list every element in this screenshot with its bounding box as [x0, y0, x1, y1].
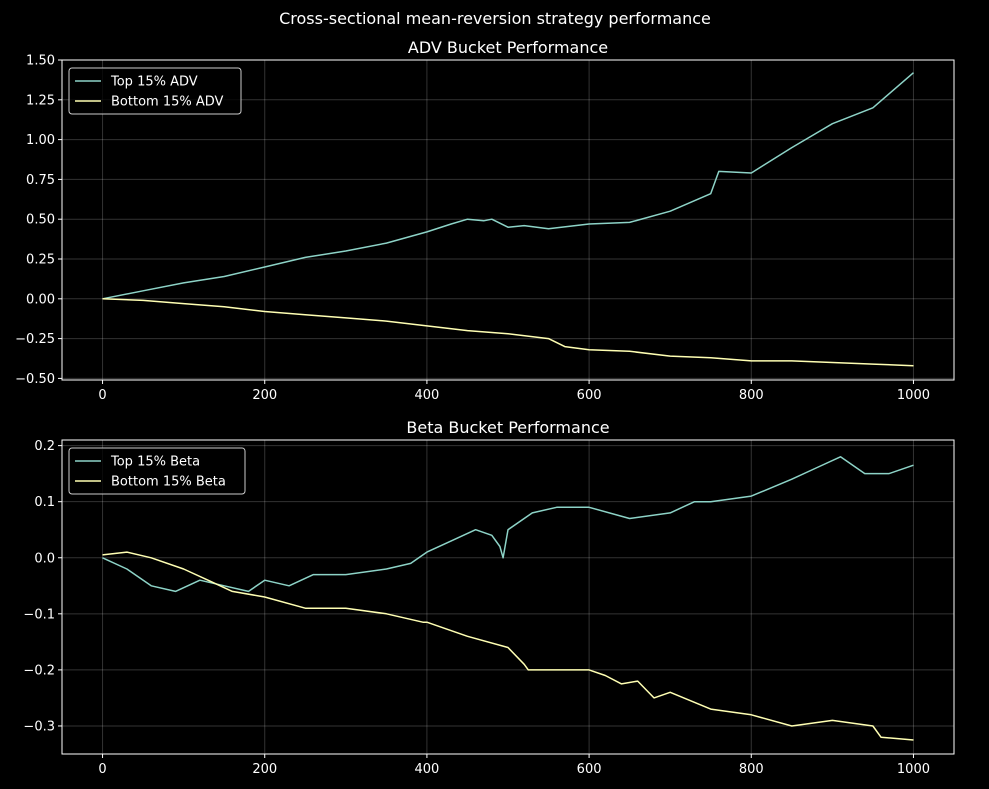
beta-series-line-bottom — [102, 551, 914, 741]
beta-legend: Top 15% Beta Bottom 15% Beta — [68, 447, 246, 495]
adv-legend-label: Bottom 15% ADV — [111, 95, 224, 110]
adv-y-tick-label: 1.00 — [26, 133, 55, 148]
adv-y-tick-label: 0.75 — [26, 173, 55, 188]
beta-x-tick-label: 400 — [414, 762, 439, 777]
adv-y-tick-label: 1.25 — [26, 93, 55, 108]
beta-series-line-top — [102, 456, 914, 593]
adv-x-tick-label: 0 — [98, 388, 106, 403]
adv-legend: Top 15% ADV Bottom 15% ADV — [68, 67, 242, 115]
adv-x-tick-label: 1000 — [897, 388, 930, 403]
beta-bucket-chart: Beta Bucket Performance 0 200 400 600 800 1000… — [23, 418, 955, 777]
beta-y-tick-label: −0.2 — [23, 663, 55, 678]
adv-axes-frame — [61, 59, 955, 381]
beta-x-tick-label: 200 — [252, 762, 277, 777]
adv-x-tick-label: 200 — [252, 388, 277, 403]
figure-suptitle: Cross-sectional mean-reversion strategy … — [279, 9, 711, 28]
adv-chart-title: ADV Bucket Performance — [408, 38, 608, 57]
adv-y-tick-label: 0.00 — [26, 292, 55, 307]
adv-x-tick-label: 800 — [739, 388, 764, 403]
beta-x-tick-label: 0 — [98, 762, 106, 777]
beta-axes-frame — [61, 439, 955, 755]
beta-y-tick-label: 0.1 — [34, 495, 55, 510]
adv-y-tick-label: 0.50 — [26, 213, 55, 228]
beta-legend-box — [68, 447, 246, 495]
adv-x-tick-label: 400 — [414, 388, 439, 403]
beta-legend-label: Top 15% Beta — [110, 455, 200, 470]
beta-x-tick-label: 800 — [739, 762, 764, 777]
beta-x-tick-label: 600 — [577, 762, 602, 777]
beta-y-tick-label: −0.3 — [23, 719, 55, 734]
adv-y-tick-label: 0.25 — [26, 253, 55, 268]
adv-legend-label: Top 15% ADV — [110, 75, 198, 90]
beta-y-tick-label: 0.0 — [34, 551, 55, 566]
beta-x-tick-label: 1000 — [897, 762, 930, 777]
beta-y-tick-label: 0.2 — [34, 439, 55, 454]
adv-x-tick-label: 600 — [577, 388, 602, 403]
adv-bucket-chart: ADV Bucket Performance 0 200 400 600 800 1000 1… — [15, 38, 955, 403]
adv-series-line-bottom — [102, 298, 914, 367]
adv-y-tick-label: 1.50 — [26, 54, 55, 69]
adv-y-tick-label: −0.25 — [15, 332, 55, 347]
beta-legend-label: Bottom 15% Beta — [111, 475, 226, 490]
beta-chart-title: Beta Bucket Performance — [406, 418, 609, 437]
adv-series-line-top — [102, 72, 914, 300]
beta-y-tick-label: −0.1 — [23, 607, 55, 622]
adv-y-tick-label: −0.50 — [15, 372, 55, 387]
adv-legend-box — [68, 67, 242, 115]
